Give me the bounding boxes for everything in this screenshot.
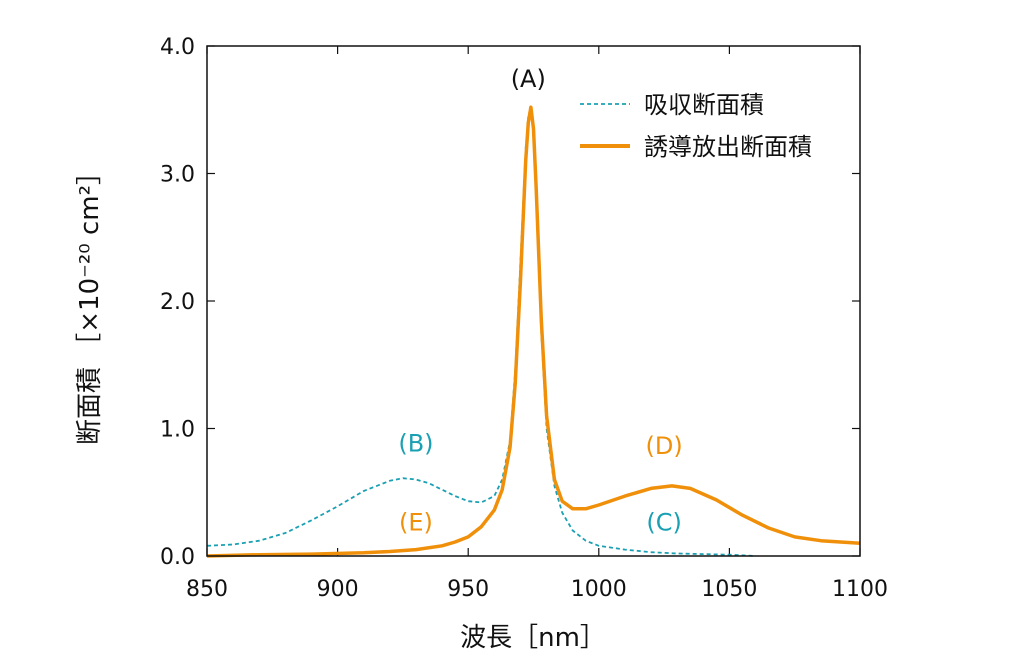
y-tick-label: 3.0 bbox=[160, 163, 195, 188]
annotation-label: (C) bbox=[646, 509, 681, 537]
annotations: (A) (B) (C) (D) (E) bbox=[398, 65, 682, 537]
x-tick-label: 1000 bbox=[571, 577, 627, 602]
x-tick-label: 950 bbox=[447, 577, 489, 602]
legend-emission-label: 誘導放出断面積 bbox=[644, 133, 812, 161]
series-layer bbox=[206, 105, 861, 558]
x-axis-title: 波長［nm］ bbox=[460, 623, 606, 653]
absorption-cross-section-line bbox=[206, 106, 756, 557]
y-tick-labels: 0.0 1.0 2.0 3.0 4.0 bbox=[160, 35, 195, 570]
y-tick-label: 1.0 bbox=[160, 418, 195, 443]
legend: 吸収断面積 誘導放出断面積 bbox=[580, 91, 812, 161]
annotation-label: (A) bbox=[511, 65, 546, 93]
annotation-label: (E) bbox=[399, 509, 433, 537]
x-tick-labels: 850 900 950 1000 1050 1100 bbox=[186, 577, 888, 602]
y-tick-label: 2.0 bbox=[160, 290, 195, 315]
y-axis-title: 断面積 ［×10⁻²⁰ cm²］ bbox=[75, 159, 105, 445]
plot-frame bbox=[206, 45, 861, 557]
annotation-label: (B) bbox=[398, 429, 433, 457]
x-tick-label: 850 bbox=[186, 577, 228, 602]
legend-absorption-label: 吸収断面積 bbox=[644, 91, 764, 119]
y-tick-label: 0.0 bbox=[160, 545, 195, 570]
annotation-label: (D) bbox=[645, 432, 682, 460]
x-tick-label: 1100 bbox=[832, 577, 888, 602]
x-tick-label: 900 bbox=[317, 577, 359, 602]
stimulated-emission-cross-section-line bbox=[206, 105, 861, 558]
y-tick-label: 4.0 bbox=[160, 35, 195, 60]
x-tick-label: 1050 bbox=[701, 577, 757, 602]
